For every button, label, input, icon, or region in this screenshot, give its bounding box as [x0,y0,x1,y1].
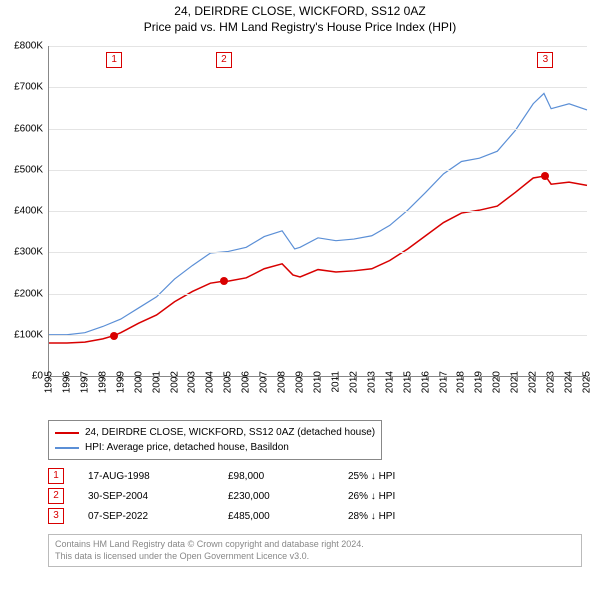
sale-marker-dot [220,277,228,285]
sales-row-date: 30-SEP-2004 [88,491,228,502]
x-axis-label: 2008 [277,371,288,393]
gridline [49,170,587,171]
x-axis-label: 2006 [241,371,252,393]
legend-label-hpi: HPI: Average price, detached house, Basi… [85,440,289,455]
sale-marker-box: 3 [537,52,553,68]
gridline [49,87,587,88]
x-axis-label: 2022 [528,371,539,393]
x-axis-label: 2015 [402,371,413,393]
x-axis-label: 2016 [420,371,431,393]
gridline [49,335,587,336]
y-axis-label: £500K [3,164,43,175]
sale-marker-box: 2 [216,52,232,68]
x-axis-label: 2025 [582,371,593,393]
y-axis-label: £600K [3,123,43,134]
y-axis-label: £800K [3,41,43,52]
sales-row-delta: 25% ↓ HPI [348,471,395,482]
title-line-2: Price paid vs. HM Land Registry's House … [0,20,600,36]
x-axis-label: 2020 [492,371,503,393]
x-axis-label: 2002 [169,371,180,393]
x-axis-label: 1996 [61,371,72,393]
x-axis-label: 2004 [205,371,216,393]
sales-row-marker: 2 [48,488,64,504]
sales-row-price: £98,000 [228,471,348,482]
sales-row-delta: 28% ↓ HPI [348,511,395,522]
legend-row: 24, DEIRDRE CLOSE, WICKFORD, SS12 0AZ (d… [55,425,375,440]
x-axis-label: 1995 [44,371,55,393]
y-axis-label: £700K [3,82,43,93]
sales-table-row: 1 17-AUG-1998£98,00025% ↓ HPI [48,466,395,486]
sales-row-marker: 3 [48,508,64,524]
sales-row-marker: 1 [48,468,64,484]
x-axis-label: 2000 [133,371,144,393]
y-axis-label: £300K [3,247,43,258]
x-axis-label: 2018 [456,371,467,393]
sale-marker-box: 1 [106,52,122,68]
gridline [49,294,587,295]
sale-marker-dot [541,172,549,180]
gridline [49,252,587,253]
x-axis-label: 2007 [259,371,270,393]
y-axis-label: £0 [3,371,43,382]
footer-line-1: Contains HM Land Registry data © Crown c… [55,539,575,551]
sales-row-date: 17-AUG-1998 [88,471,228,482]
gridline [49,211,587,212]
sales-table-row: 2 30-SEP-2004£230,00026% ↓ HPI [48,486,395,506]
x-axis-label: 1997 [79,371,90,393]
legend-box: 24, DEIRDRE CLOSE, WICKFORD, SS12 0AZ (d… [48,420,382,460]
sales-table: 1 17-AUG-1998£98,00025% ↓ HPI 2 30-SEP-2004… [48,466,395,526]
sales-row-price: £230,000 [228,491,348,502]
sales-row-date: 07-SEP-2022 [88,511,228,522]
x-axis-label: 2017 [438,371,449,393]
sales-row-delta: 26% ↓ HPI [348,491,395,502]
sales-row-price: £485,000 [228,511,348,522]
footer-attribution: Contains HM Land Registry data © Crown c… [48,534,582,567]
x-axis-label: 2003 [187,371,198,393]
x-axis-label: 2019 [474,371,485,393]
x-axis-label: 2021 [510,371,521,393]
y-axis-label: £400K [3,206,43,217]
gridline [49,129,587,130]
x-axis-label: 1998 [97,371,108,393]
legend-swatch-price [55,432,79,434]
x-axis-label: 1999 [115,371,126,393]
y-axis-label: £100K [3,329,43,340]
x-axis-label: 2014 [384,371,395,393]
chart-title: 24, DEIRDRE CLOSE, WICKFORD, SS12 0AZ Pr… [0,0,600,35]
sales-table-row: 3 07-SEP-2022£485,00028% ↓ HPI [48,506,395,526]
y-axis-label: £200K [3,288,43,299]
x-axis-label: 2005 [223,371,234,393]
legend-row: HPI: Average price, detached house, Basi… [55,440,375,455]
footer-line-2: This data is licensed under the Open Gov… [55,551,575,563]
x-axis-label: 2001 [151,371,162,393]
x-axis-label: 2012 [348,371,359,393]
x-axis-label: 2024 [564,371,575,393]
x-axis-label: 2009 [295,371,306,393]
x-axis-label: 2010 [313,371,324,393]
x-axis-label: 2011 [330,371,341,393]
legend-label-price: 24, DEIRDRE CLOSE, WICKFORD, SS12 0AZ (d… [85,425,375,440]
gridline [49,46,587,47]
chart-plot-area: £0£100K£200K£300K£400K£500K£600K£700K£80… [48,46,587,377]
x-axis-label: 2023 [546,371,557,393]
x-axis-label: 2013 [366,371,377,393]
sale-marker-dot [110,332,118,340]
title-line-1: 24, DEIRDRE CLOSE, WICKFORD, SS12 0AZ [0,4,600,20]
legend-swatch-hpi [55,447,79,449]
